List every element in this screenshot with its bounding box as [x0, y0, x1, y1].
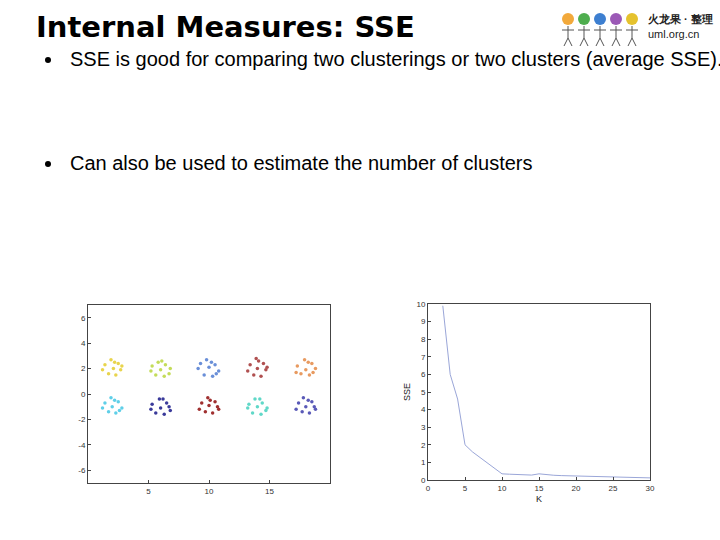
html-text:Internal Measures: SSE: Internal Measures: SSE — [36, 10, 415, 44]
svg-text:-4: -4 — [78, 441, 86, 450]
svg-text:0: 0 — [81, 390, 86, 399]
svg-text:10: 10 — [498, 484, 507, 493]
svg-text:9: 9 — [421, 317, 426, 326]
svg-text:25: 25 — [609, 484, 618, 493]
svg-text:-6: -6 — [78, 466, 86, 475]
html-text:火龙果 · 整理: 火龙果 · 整理 — [648, 13, 713, 25]
svg-text:2: 2 — [81, 364, 86, 373]
svg-text:5: 5 — [421, 388, 426, 397]
svg-text:4: 4 — [81, 339, 86, 348]
svg-text:4: 4 — [421, 405, 426, 414]
svg-text:8: 8 — [421, 335, 426, 344]
svg-text:15: 15 — [265, 487, 274, 496]
svg-text:10: 10 — [205, 487, 214, 496]
svg-text:3: 3 — [421, 423, 426, 432]
svg-text:6: 6 — [81, 314, 86, 323]
svg-text:1: 1 — [421, 458, 426, 467]
svg-text:0: 0 — [421, 476, 426, 485]
svg-text:5: 5 — [463, 484, 468, 493]
html-text:Can also be used to estimate t: Can also be used to estimate the number … — [70, 152, 533, 174]
svg-text:2: 2 — [421, 441, 426, 450]
svg-text:20: 20 — [572, 484, 581, 493]
svg-text:5: 5 — [146, 487, 151, 496]
svg-text:10: 10 — [416, 300, 425, 309]
svg-text:K: K — [536, 494, 542, 504]
svg-text:0: 0 — [426, 484, 431, 493]
svg-text:SSE: SSE — [402, 383, 412, 401]
svg-text:6: 6 — [421, 370, 426, 379]
svg-text:15: 15 — [535, 484, 544, 493]
html-text:uml.org.cn: uml.org.cn — [648, 28, 700, 40]
svg-text:30: 30 — [646, 484, 655, 493]
svg-text:-2: -2 — [78, 415, 86, 424]
svg-text:7: 7 — [421, 353, 426, 362]
